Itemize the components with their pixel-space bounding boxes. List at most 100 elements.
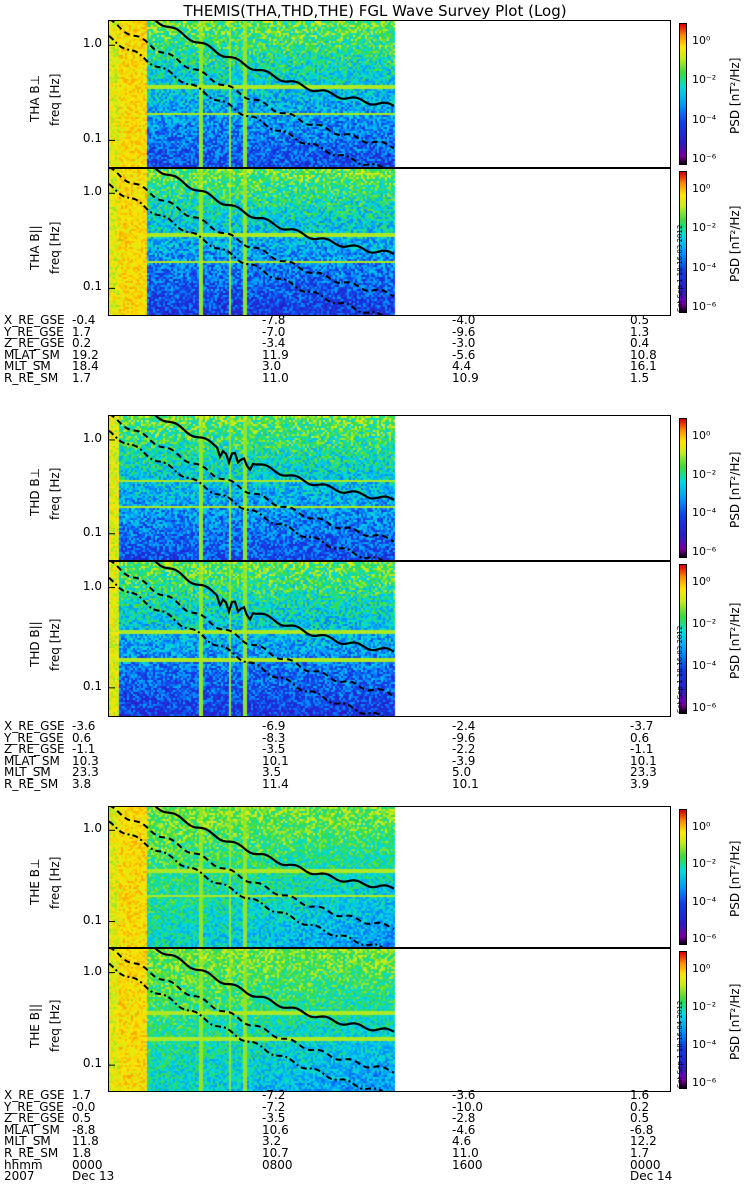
y-axis-label: freq [Hz] bbox=[48, 221, 62, 274]
ephemeris-value: 3.0 bbox=[262, 359, 282, 374]
ephemeris-row-name: Y_RE_GSE bbox=[4, 1099, 64, 1114]
ephemeris-value: 11.0 bbox=[452, 1145, 479, 1160]
dashed-curve bbox=[110, 416, 395, 543]
ephemeris-value: 0.5 bbox=[630, 1111, 650, 1126]
ephemeris-row-name: R_RE_SM bbox=[4, 1145, 59, 1160]
colorbar-tick-label: 10⁻⁶ bbox=[692, 300, 717, 313]
solid-curve bbox=[154, 169, 395, 256]
dashed-curve bbox=[110, 169, 395, 298]
ephemeris-row-name: R_RE_SM bbox=[4, 370, 59, 385]
colorbar-tick-label: 10⁻⁴ bbox=[692, 260, 717, 274]
ephemeris-value: 1.6 bbox=[630, 1088, 650, 1102]
ephemeris-value: -6.8 bbox=[630, 1122, 654, 1137]
ephemeris-value: -3.5 bbox=[262, 742, 286, 757]
colorbar-label: PSD [nT²/Hz] bbox=[728, 57, 742, 134]
ephemeris-value: 0000 bbox=[630, 1157, 661, 1172]
colorbar-tick-label: 10⁰ bbox=[692, 820, 711, 833]
y-tick-label: 0.1 bbox=[82, 678, 102, 693]
ephemeris-row-name: X_RE_GSE bbox=[4, 719, 65, 733]
ephemeris-value: 1.7 bbox=[72, 1088, 92, 1102]
timestamp-stamp: Sat Sep 1 18:16:04 2012 bbox=[676, 1000, 684, 1088]
ephemeris-value: 0800 bbox=[262, 1157, 293, 1172]
ephemeris-value: Dec 14 bbox=[630, 1169, 673, 1184]
ephemeris-value: -6.9 bbox=[262, 719, 286, 733]
colorbar-tick-label: 10⁻⁴ bbox=[692, 112, 717, 126]
ephemeris-value: 3.8 bbox=[72, 776, 92, 791]
dashdot-curve bbox=[109, 429, 384, 560]
colorbar-tick-label: 10⁰ bbox=[692, 34, 711, 47]
ephemeris-value: 11.4 bbox=[262, 776, 289, 791]
ephemeris-row-name: Y_RE_GSE bbox=[4, 324, 64, 339]
colorbar-tick-label: 10⁰ bbox=[692, 429, 711, 442]
ephemeris-value: 0.5 bbox=[630, 313, 650, 327]
colorbar-label: PSD [nT²/Hz] bbox=[728, 602, 742, 679]
ephemeris-value: 0.2 bbox=[630, 1099, 650, 1114]
ephemeris-value: -0.0 bbox=[72, 1099, 96, 1114]
ephemeris-value: -9.6 bbox=[452, 730, 476, 745]
solid-curve bbox=[154, 416, 395, 501]
colorbar-tick-label: 10⁰ bbox=[692, 182, 711, 195]
ephemeris-row-name: MLAT_SM bbox=[4, 753, 60, 768]
y-tick-label: 0.1 bbox=[82, 279, 102, 294]
spectrogram-panel-thd-bpar bbox=[108, 561, 671, 717]
ephemeris-value: -10.0 bbox=[452, 1099, 484, 1114]
panel-label: THE B⊥ bbox=[28, 858, 42, 905]
panel-label: THA B|| bbox=[28, 225, 42, 270]
ephemeris-value: 1.3 bbox=[630, 324, 650, 339]
ephemeris-value: 10.8 bbox=[630, 347, 657, 362]
colorbar-label: PSD [nT²/Hz] bbox=[728, 840, 742, 917]
colorbar bbox=[679, 564, 687, 714]
ephemeris-value: 10.1 bbox=[630, 753, 657, 768]
y-axis-label: freq [Hz] bbox=[48, 467, 62, 520]
frequency-curves bbox=[109, 949, 395, 1091]
ephemeris-value: 16.1 bbox=[630, 359, 657, 374]
colorbar-tick-label: 10⁻² bbox=[692, 617, 717, 630]
ephemeris-row-name: hhmm bbox=[4, 1157, 43, 1172]
ephemeris-row-name: MLAT_SM bbox=[4, 347, 60, 362]
y-tick-label: 1.0 bbox=[82, 821, 102, 836]
chart-title: THEMIS(THA,THD,THE) FGL Wave Survey Plot… bbox=[183, 2, 567, 20]
ephemeris-value: -8.3 bbox=[262, 730, 286, 745]
colorbar-label: PSD [nT²/Hz] bbox=[728, 451, 742, 528]
ephemeris-value: -8.8 bbox=[72, 1122, 96, 1137]
dashdot-curve bbox=[109, 183, 384, 315]
spectrogram-image bbox=[109, 807, 670, 947]
ephemeris-value: -1.1 bbox=[72, 742, 96, 757]
colorbar bbox=[679, 951, 687, 1089]
ephemeris-value: -7.2 bbox=[262, 1088, 286, 1102]
ephemeris-row: MLT_SM 18.4 3.0 4.4 16.1 bbox=[0, 361, 750, 373]
ephemeris-table-tha: X_RE_GSE -0.4 -7.8 -4.0 0.5 Y_RE_GSE 1.7 -7.0 -9… bbox=[0, 313, 750, 385]
panel-label: THE B|| bbox=[28, 1003, 42, 1048]
ephemeris-value: 10.1 bbox=[262, 753, 289, 768]
ephemeris-value: -3.6 bbox=[72, 719, 96, 733]
ephemeris-value: 23.3 bbox=[72, 765, 99, 780]
ephemeris-value: -0.4 bbox=[72, 313, 96, 327]
timestamp-stamp: Sat Sep 1 18:16:03 2012 bbox=[676, 224, 684, 312]
colorbar-tick-label: 10⁻² bbox=[692, 1000, 717, 1013]
spectrogram-panel-tha-bperp bbox=[108, 20, 671, 168]
panel-label: THD B|| bbox=[28, 621, 42, 667]
ephemeris-row-name: MLT_SM bbox=[4, 765, 51, 780]
ephemeris-table-thd: X_RE_GSE -3.6 -6.9 -2.4 -3.7 Y_RE_GSE 0.6 -8.3-… bbox=[0, 719, 750, 791]
spectrogram-panel-thd-bperp bbox=[108, 415, 671, 561]
ephemeris-value: 1.7 bbox=[72, 324, 92, 339]
colorbar bbox=[679, 809, 687, 945]
dashdot-curve bbox=[109, 962, 384, 1091]
colorbar-tick-label: 10⁻⁶ bbox=[692, 701, 717, 714]
ephemeris-row: Z_RE_GSE 0.5 -3.5 -2.8 0.5 bbox=[0, 1111, 750, 1126]
ephemeris-value: 11.8 bbox=[72, 1134, 99, 1149]
ephemeris-value: 0.2 bbox=[72, 336, 92, 351]
ephemeris-value: -4.0 bbox=[452, 313, 476, 327]
ephemeris-value: 1.7 bbox=[72, 370, 92, 385]
ephemeris-row-name: MLT_SM bbox=[4, 1134, 51, 1149]
ephemeris-row: R_RE_SM 3.8 11.4 10.1 3.9 bbox=[0, 776, 750, 791]
ephemeris-row-name: MLAT_SM bbox=[4, 1122, 60, 1137]
y-axis-label: freq [Hz] bbox=[48, 999, 62, 1052]
colorbar-label: PSD [nT²/Hz] bbox=[728, 205, 742, 282]
spectrogram-panel-the-bperp bbox=[108, 806, 671, 948]
dashdot-curve bbox=[109, 576, 384, 716]
colorbar-tick-label: 10⁰ bbox=[692, 575, 711, 588]
colorbar-tick-label: 10⁻² bbox=[692, 221, 717, 235]
ephemeris-value: 11.0 bbox=[262, 370, 289, 385]
colorbar-tick-label: 10⁻⁶ bbox=[692, 1076, 717, 1089]
